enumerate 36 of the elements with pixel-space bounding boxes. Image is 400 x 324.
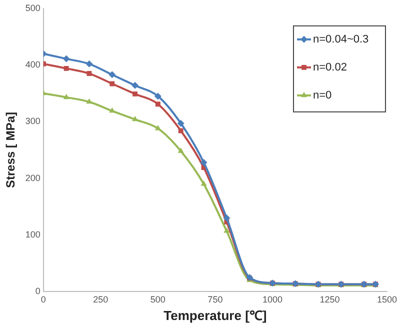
y-tick-label: 500: [25, 2, 40, 13]
point: [62, 55, 70, 62]
y-axis-title: Stress [ MPa]: [4, 112, 18, 188]
y-tick-label: 200: [25, 172, 40, 183]
x-tick-label: 750: [208, 294, 223, 304]
point: [110, 81, 115, 86]
x-tick-label: 1250: [320, 294, 340, 304]
x-tick-label: 500: [150, 294, 166, 304]
point: [200, 158, 208, 166]
x-tick-label: 1500: [376, 294, 398, 304]
point: [63, 94, 70, 100]
point: [86, 60, 93, 68]
point: [224, 227, 230, 233]
point: [154, 92, 162, 100]
y-tick-label: 100: [25, 229, 40, 240]
point: [223, 214, 230, 222]
point: [132, 82, 139, 89]
point: [86, 71, 92, 76]
point: [108, 71, 116, 78]
y-tick-label: 0: [35, 286, 40, 296]
x-tick-label: 1000: [262, 294, 282, 304]
y-tick-label: 400: [25, 60, 40, 70]
point: [178, 148, 184, 153]
point: [86, 98, 92, 104]
legend-label: n=0.02: [312, 61, 347, 74]
x-axis-title: Temperature [℃]: [164, 308, 267, 323]
legend-label: n=0: [312, 89, 332, 102]
point: [200, 180, 207, 186]
point: [177, 120, 184, 127]
y-tick-label: 300: [25, 116, 40, 126]
legend-label: n=0.04~0.3: [312, 33, 369, 46]
point: [178, 128, 184, 134]
x-tick-label: 250: [93, 294, 108, 304]
point: [132, 91, 138, 96]
point: [155, 102, 160, 107]
point: [64, 66, 69, 71]
